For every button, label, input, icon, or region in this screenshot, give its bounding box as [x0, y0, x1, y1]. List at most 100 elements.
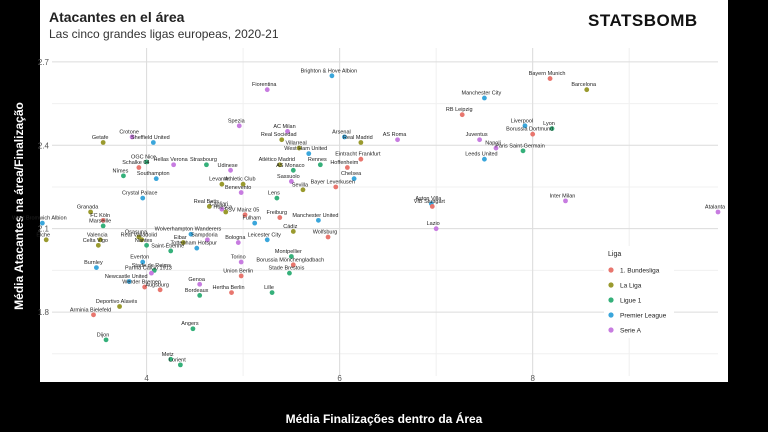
y-tick-label: 1.8 — [38, 308, 50, 317]
data-point — [547, 76, 553, 81]
data-point — [149, 270, 154, 276]
data-point — [136, 165, 142, 170]
data-point — [317, 162, 323, 168]
point-label: Wolfsburg — [313, 230, 338, 236]
point-label: Arminia Bielefeld — [70, 307, 111, 313]
point-label: OGC Nice — [131, 154, 156, 160]
data-point — [459, 112, 465, 118]
data-point — [316, 217, 321, 223]
point-label: Wolverhampton Wanderers — [155, 227, 222, 233]
data-point — [333, 184, 339, 190]
x-tick-label: 6 — [337, 374, 342, 383]
y-tick-label: 2.1 — [38, 225, 50, 234]
legend-entry: Ligue 1 — [620, 297, 642, 304]
point-label: Everton — [130, 255, 149, 261]
data-point — [103, 337, 109, 343]
data-point — [121, 173, 126, 179]
data-point — [306, 151, 312, 157]
point-label: Getafe — [92, 135, 109, 141]
point-label: Borussia Mönchengladbach — [256, 257, 324, 263]
point-label: Eintracht Frankfurt — [335, 152, 381, 158]
point-label: Nantes — [135, 238, 153, 244]
point-label: Bologna — [225, 235, 246, 241]
point-label: Osasuna — [125, 230, 148, 236]
point-label: West Bromwich Albion — [12, 216, 67, 222]
data-point — [219, 181, 225, 187]
point-label: Marseille — [89, 218, 111, 224]
legend-box — [604, 246, 674, 338]
point-label: Sevilla — [292, 182, 309, 188]
point-label: Deportivo Alavés — [96, 299, 138, 305]
point-label: Eibar — [174, 235, 187, 241]
data-point — [228, 167, 233, 173]
data-point — [140, 195, 146, 201]
point-label: Atlético Madrid — [259, 157, 295, 163]
data-point — [429, 204, 435, 209]
point-label: RB Leipzig — [446, 107, 473, 113]
point-label: Schalke 04 — [122, 160, 149, 166]
point-label: Burnley — [84, 260, 103, 266]
point-label: Bayer Leverkusen — [311, 179, 355, 185]
data-point — [274, 195, 280, 201]
data-point — [477, 137, 482, 143]
data-point — [157, 287, 163, 293]
data-point — [94, 265, 99, 270]
point-label: Hoffenheim — [330, 160, 358, 166]
point-label: Stade Brestois — [269, 266, 305, 272]
point-label: Real Madrid — [343, 135, 373, 141]
data-point — [171, 162, 177, 168]
data-point — [288, 179, 294, 184]
point-label: FC Köln — [90, 213, 110, 219]
data-point — [358, 140, 364, 145]
data-point — [279, 137, 285, 143]
data-point — [290, 262, 296, 268]
data-point — [584, 87, 590, 93]
point-label: Brighton & Hove Albion — [301, 68, 358, 74]
point-label: Augsburg — [145, 282, 169, 288]
point-label: Manchester United — [292, 213, 338, 219]
point-label: Tottenham Hotspur — [171, 241, 218, 247]
point-label: Lyon — [543, 121, 555, 127]
data-point — [482, 95, 487, 101]
data-point — [530, 131, 536, 137]
legend-title: Liga — [608, 251, 621, 258]
data-point — [229, 290, 234, 296]
point-label: Aston Villa — [415, 196, 442, 202]
x-tick-label: 4 — [144, 374, 149, 383]
point-label: Chelsea — [341, 171, 362, 177]
data-point — [223, 209, 229, 215]
data-point — [197, 281, 203, 287]
data-point — [190, 326, 196, 332]
data-point — [549, 126, 555, 132]
point-label: Lille — [264, 285, 274, 291]
point-label: Athletic Club — [225, 177, 256, 183]
data-point — [205, 237, 210, 243]
data-point — [100, 223, 106, 229]
point-label: Genoa — [188, 277, 205, 283]
data-point — [358, 156, 364, 162]
point-label: Manchester City — [462, 91, 502, 97]
point-label: Strasbourg — [190, 157, 217, 163]
point-label: AC Milan — [273, 124, 295, 130]
data-point — [715, 209, 721, 215]
point-label: Atalanta — [705, 205, 726, 211]
data-point — [238, 273, 244, 279]
point-label: Levante — [209, 177, 229, 183]
data-point — [351, 176, 357, 182]
data-point — [522, 123, 528, 129]
data-point — [482, 156, 487, 162]
point-label: Leicester City — [248, 232, 282, 238]
point-label: Fiorentina — [252, 82, 277, 88]
data-point — [117, 304, 122, 309]
point-label: Parma Calcio 1913 — [125, 266, 172, 272]
point-label: Celta Vigo — [83, 238, 108, 244]
point-label: Montpellier — [275, 249, 302, 255]
data-point — [97, 237, 103, 243]
point-label: Crystal Palace — [122, 191, 157, 197]
data-point — [395, 137, 400, 143]
legend-marker — [608, 327, 614, 333]
data-point — [520, 148, 526, 154]
data-point — [240, 181, 246, 187]
data-point — [277, 215, 283, 220]
data-point — [180, 240, 186, 245]
